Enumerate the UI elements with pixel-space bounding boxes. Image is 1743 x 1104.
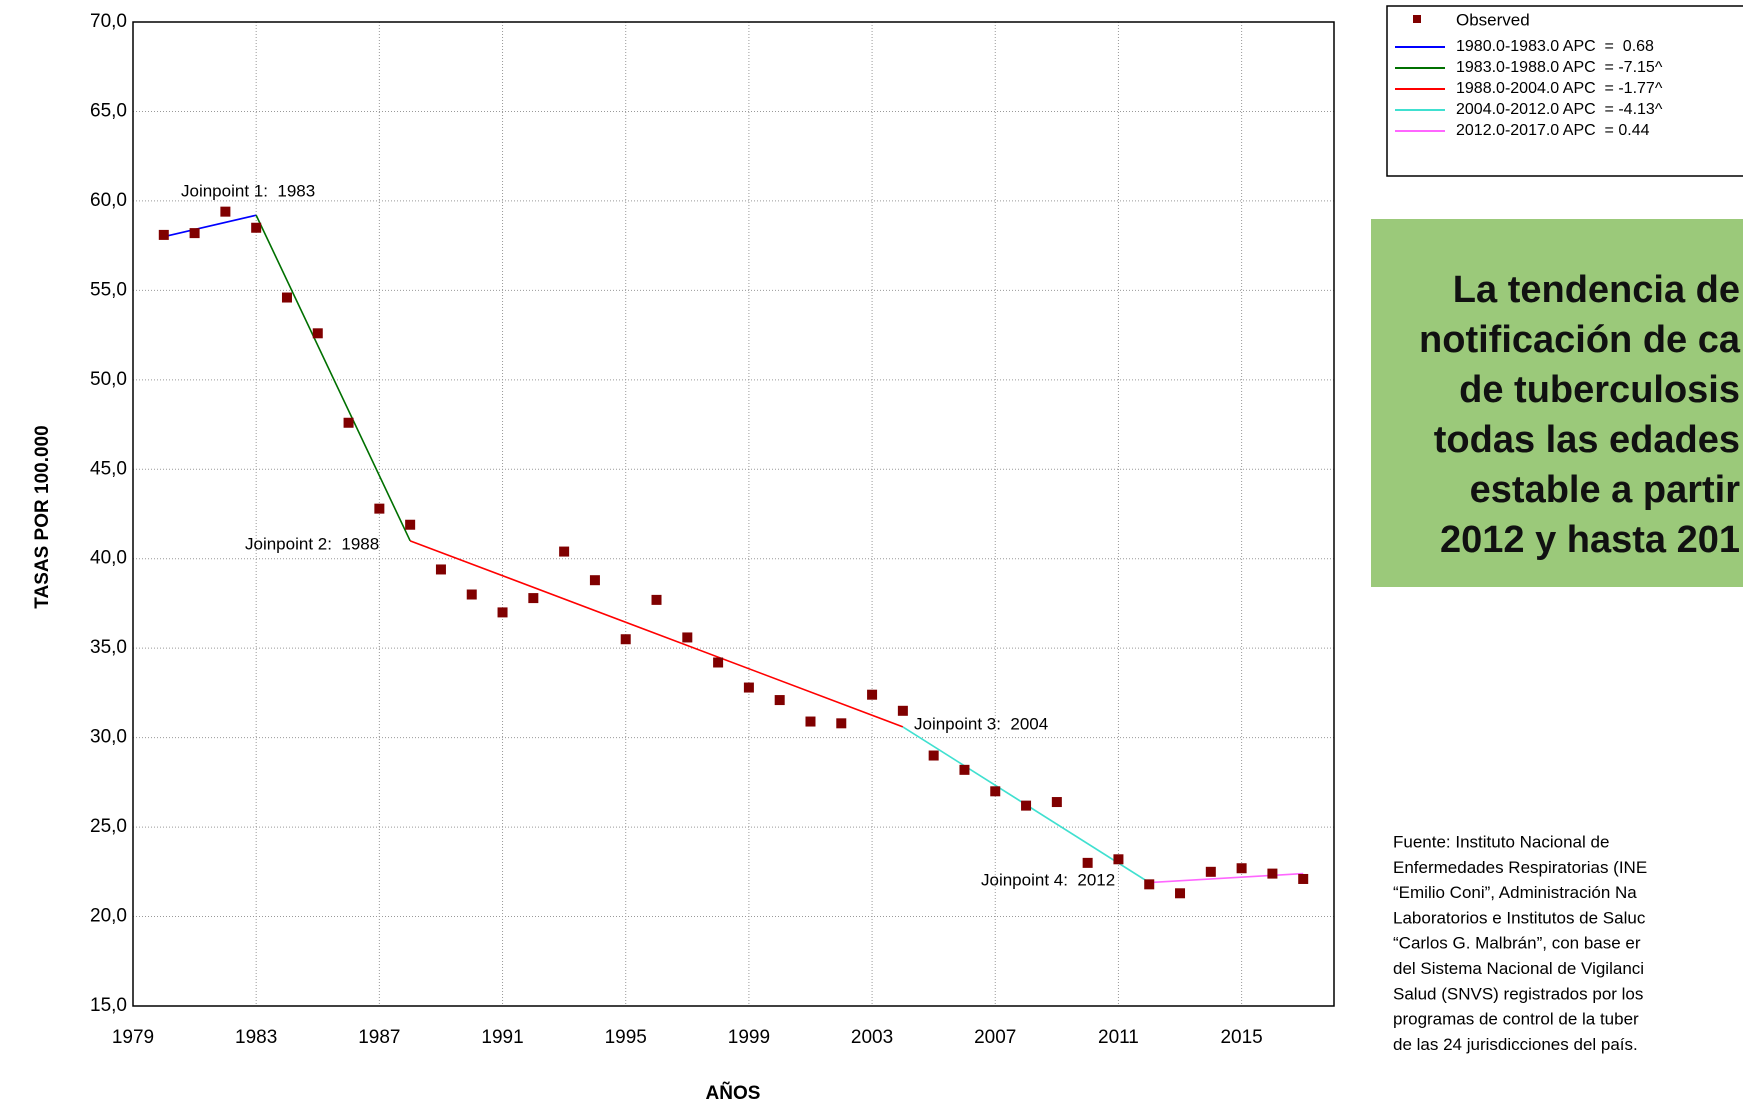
observed-point xyxy=(1175,888,1186,899)
fit-line xyxy=(163,214,257,238)
observed-point xyxy=(559,546,570,557)
observed-point xyxy=(466,589,477,600)
x-tick-label: 1983 xyxy=(235,1027,277,1048)
observed-point xyxy=(1144,879,1155,890)
observed-point xyxy=(1113,854,1124,865)
observed-point xyxy=(374,503,385,514)
observed-point xyxy=(1236,863,1247,874)
observed-point xyxy=(435,564,446,575)
plot-area xyxy=(133,22,1334,1006)
source-text: “Carlos G. Malbrán”, con base er xyxy=(1393,934,1641,953)
legend-box xyxy=(1386,5,1743,177)
observed-point xyxy=(528,593,539,604)
callout-text: La tendencia de xyxy=(1453,269,1740,311)
observed-point xyxy=(682,632,693,643)
y-tick-label: 55,0 xyxy=(90,279,127,300)
observed-point xyxy=(1205,866,1216,877)
x-tick-label: 1995 xyxy=(605,1027,647,1048)
legend-marker xyxy=(1413,15,1421,23)
joinpoint-label: Joinpoint 1: 1983 xyxy=(181,181,315,200)
observed-point xyxy=(713,657,724,668)
observed-point xyxy=(1267,868,1278,879)
legend-label: 1980.0-1983.0 APC = 0.68 xyxy=(1456,38,1654,55)
callout-text: 2012 y hasta 201 xyxy=(1440,519,1740,561)
legend-label: 1983.0-1988.0 APC = -7.15^ xyxy=(1456,59,1663,76)
observed-point xyxy=(805,716,816,727)
y-tick-label: 65,0 xyxy=(90,100,127,121)
observed-point xyxy=(990,786,1001,797)
plot-frame xyxy=(132,21,1335,1007)
x-tick-label: 1979 xyxy=(112,1027,154,1048)
observed-point xyxy=(497,607,508,618)
fit-line xyxy=(409,540,904,728)
observed-point xyxy=(343,417,354,428)
callout-text: notificación de ca xyxy=(1419,319,1741,361)
observed-point xyxy=(1298,873,1309,884)
y-tick-label: 35,0 xyxy=(90,637,127,658)
callout-text: de tuberculosis xyxy=(1459,369,1740,411)
x-tick-label: 1999 xyxy=(728,1027,770,1048)
source-text: programas de control de la tuber xyxy=(1393,1010,1639,1029)
source-text: Fuente: Instituto Nacional de xyxy=(1393,832,1609,851)
observed-point xyxy=(774,695,785,706)
observed-point xyxy=(220,206,231,217)
observed-point xyxy=(836,718,847,729)
observed-point xyxy=(405,519,416,530)
source-text: Salud (SNVS) registrados por los xyxy=(1393,984,1643,1003)
y-tick-label: 25,0 xyxy=(90,816,127,837)
observed-point xyxy=(281,292,292,303)
x-tick-label: 1987 xyxy=(358,1027,400,1048)
x-tick-label: 2015 xyxy=(1220,1027,1262,1048)
fit-line xyxy=(255,214,411,542)
x-axis-title: AÑOS xyxy=(706,1082,761,1104)
legend-label: 2004.0-2012.0 APC = -4.13^ xyxy=(1456,101,1663,118)
observed-point xyxy=(620,634,631,645)
y-tick-label: 45,0 xyxy=(90,458,127,479)
observed-point xyxy=(959,764,970,775)
legend-label: 1988.0-2004.0 APC = -1.77^ xyxy=(1456,80,1663,97)
observed-point xyxy=(1082,857,1093,868)
observed-point xyxy=(589,575,600,586)
x-tick-label: 2003 xyxy=(851,1027,893,1048)
y-tick-label: 20,0 xyxy=(90,906,127,927)
y-tick-label: 60,0 xyxy=(90,190,127,211)
observed-point xyxy=(189,228,200,239)
legend-label: Observed xyxy=(1456,10,1530,29)
source-text: del Sistema Nacional de Vigilanci xyxy=(1393,959,1644,978)
y-tick-label: 30,0 xyxy=(90,727,127,748)
source-text: Enfermedades Respiratorias (INE xyxy=(1393,858,1647,877)
source-text: Laboratorios e Institutos de Saluc xyxy=(1393,908,1646,927)
x-tick-label: 2011 xyxy=(1098,1027,1139,1048)
callout-text: estable a partir xyxy=(1470,469,1741,511)
observed-point xyxy=(158,229,169,240)
observed-point xyxy=(312,328,323,339)
y-tick-label: 40,0 xyxy=(90,548,127,569)
joinpoint-label: Joinpoint 4: 2012 xyxy=(981,870,1115,889)
joinpoint-label: Joinpoint 3: 2004 xyxy=(914,714,1048,733)
callout-box xyxy=(1371,219,1743,587)
observed-point xyxy=(743,682,754,693)
y-tick-label: 15,0 xyxy=(90,995,127,1016)
x-tick-label: 1991 xyxy=(481,1027,523,1048)
x-tick-label: 2007 xyxy=(974,1027,1016,1048)
y-tick-label: 70,0 xyxy=(90,11,127,32)
observed-point xyxy=(867,689,878,700)
legend-label: 2012.0-2017.0 APC = 0.44 xyxy=(1456,122,1650,139)
observed-point xyxy=(1051,797,1062,808)
callout-text: todas las edades xyxy=(1434,419,1740,461)
y-axis-title: TASAS POR 100.000 xyxy=(32,425,53,608)
observed-point xyxy=(928,750,939,761)
source-text: “Emilio Coni”, Administración Na xyxy=(1393,883,1637,902)
y-tick-label: 50,0 xyxy=(90,369,127,390)
observed-point xyxy=(897,705,908,716)
joinpoint-label: Joinpoint 2: 1988 xyxy=(245,534,379,553)
observed-point xyxy=(651,594,662,605)
source-text: de las 24 jurisdicciones del país. xyxy=(1393,1035,1638,1054)
fit-line xyxy=(1149,872,1304,884)
observed-point xyxy=(1021,800,1032,811)
observed-point xyxy=(251,222,262,233)
